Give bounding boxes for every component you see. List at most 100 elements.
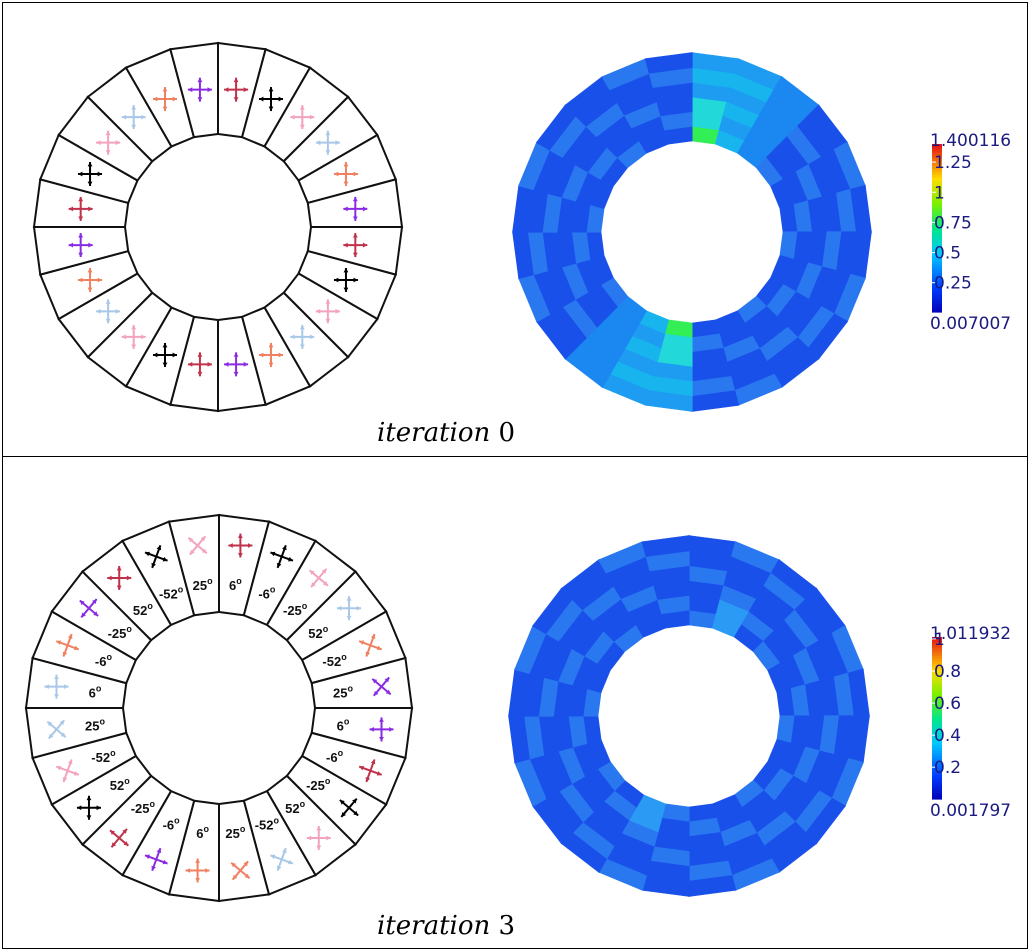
colorbar-tick-label: 1.25 — [934, 153, 972, 173]
double-arrow-icon — [152, 342, 177, 367]
double-arrow-icon — [121, 324, 146, 349]
colorbar-band — [932, 699, 942, 703]
colorbar-band — [932, 174, 942, 179]
colorbar-band — [932, 796, 942, 800]
colorbar-band — [932, 742, 942, 746]
double-arrow-icon — [290, 324, 315, 349]
double-arrow-icon — [358, 633, 383, 657]
colorbar-band — [932, 753, 942, 757]
colorbar-band — [932, 672, 942, 676]
colorbar-band — [932, 272, 942, 277]
colorbar-band — [932, 712, 942, 716]
colorbar-band — [932, 731, 942, 735]
colorbar-band — [932, 256, 942, 260]
colorbar-band — [932, 284, 942, 288]
ply-angle-label: -25o — [283, 601, 308, 618]
double-arrow-icon — [79, 598, 99, 619]
colorbar-band — [932, 642, 942, 646]
colorbar-band — [932, 688, 942, 692]
colorbar-band — [932, 669, 942, 673]
double-arrow-icon — [76, 795, 101, 820]
double-arrow-icon — [96, 130, 121, 155]
colorbar-band — [932, 674, 942, 679]
colorbar-band — [932, 225, 942, 229]
double-arrow-icon — [78, 161, 103, 186]
double-arrow-icon — [339, 797, 359, 818]
segmented-ring: 6o-6o-25o52o-52o25o6o-6o-25o52o-52o25o6o… — [24, 513, 414, 903]
double-arrow-icon — [144, 847, 168, 872]
panel-iteration-0: 1.400116 0.007007 1.25 1 0.75 0.5 0.25 iterati… — [2, 2, 1028, 457]
colorbar-band — [932, 163, 942, 167]
colorbar-band — [932, 653, 942, 657]
colorbar-band — [932, 200, 942, 204]
colorbar-band — [932, 761, 942, 765]
colorbar-band — [932, 704, 942, 708]
colorbar-band — [932, 281, 942, 285]
double-arrow-icon — [185, 858, 210, 883]
double-arrow-icon — [187, 535, 208, 556]
colorbar-band — [932, 664, 942, 668]
colorbar-band — [932, 214, 942, 218]
colorbar-band — [932, 188, 942, 193]
colorbar-tick-label: 1 — [934, 183, 945, 203]
colorbar-band — [932, 244, 942, 249]
colorbar-band — [932, 211, 942, 215]
colorbar-band — [932, 239, 942, 243]
colorbar-band — [932, 295, 942, 299]
double-arrow-icon — [55, 633, 80, 657]
colorbar-band — [932, 645, 942, 649]
colorbar-band — [932, 309, 942, 313]
colorbar-band — [932, 155, 942, 159]
double-arrow-icon — [333, 161, 358, 186]
colorbar-band — [932, 300, 942, 305]
double-arrow-icon — [371, 676, 392, 697]
segmented-ring — [32, 41, 404, 413]
double-arrow-icon — [44, 674, 69, 699]
colorbar-band — [932, 177, 942, 181]
ply-angle-label: -25o — [306, 776, 331, 793]
colorbar-band — [932, 707, 942, 711]
colorbar-band — [932, 289, 942, 293]
ply-angle-label: -52o — [91, 748, 116, 765]
stress-field-ring — [512, 52, 872, 412]
colorbar-band — [932, 230, 942, 235]
colorbar-band — [932, 736, 942, 741]
colorbar-band — [932, 233, 942, 237]
colorbar-band — [932, 766, 942, 770]
double-arrow-icon — [343, 196, 368, 221]
double-arrow-icon — [259, 342, 284, 367]
caption-number: 3 — [498, 911, 516, 941]
colorbar-band — [932, 298, 942, 302]
colorbar-band — [932, 205, 942, 209]
colorbar-band — [932, 306, 942, 310]
colorbar-band — [932, 723, 942, 727]
double-arrow-icon — [55, 759, 80, 783]
colorbar-band — [932, 144, 942, 148]
colorbar-band — [932, 691, 942, 695]
colorbar-band — [932, 160, 942, 165]
double-arrow-icon — [107, 565, 132, 590]
double-arrow-icon — [187, 352, 212, 377]
colorbar-band — [932, 758, 942, 762]
colorbar-band — [932, 275, 942, 279]
colorbar-band — [932, 264, 942, 268]
double-arrow-icon — [46, 719, 67, 740]
double-arrow-icon — [259, 87, 284, 112]
colorbar-band — [932, 292, 942, 296]
colorbar-band — [932, 261, 942, 265]
double-arrow-icon — [152, 87, 177, 112]
colorbar-band — [932, 639, 942, 643]
colorbar-band — [932, 270, 942, 274]
colorbar-band — [932, 709, 942, 714]
colorbar-band — [932, 682, 942, 687]
colorbar-band — [932, 782, 942, 787]
colorbar-band — [932, 208, 942, 212]
double-arrow-icon — [290, 105, 315, 130]
double-arrow-icon — [315, 130, 340, 155]
colorbar-tick-label: 0.75 — [934, 213, 972, 233]
colorbar-band — [932, 693, 942, 697]
colorbar-band — [932, 247, 942, 251]
colorbar-tick-label: 1 — [934, 630, 945, 650]
colorbar-band — [932, 152, 942, 156]
colorbar-band — [932, 650, 942, 654]
